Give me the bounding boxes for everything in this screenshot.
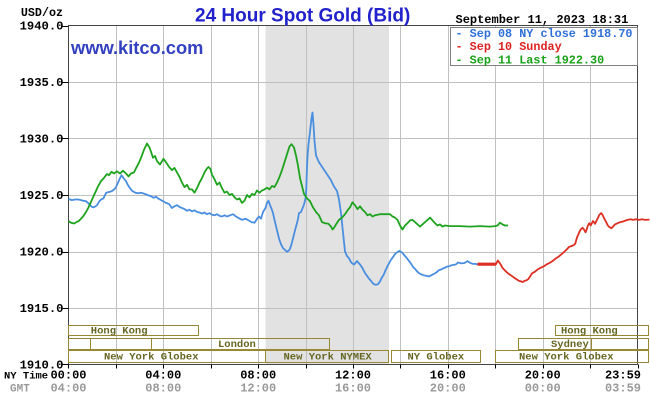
svg-text:USD/oz: USD/oz	[21, 6, 63, 20]
svg-text:Hong Kong: Hong Kong	[91, 326, 148, 338]
svg-text:08:00: 08:00	[240, 369, 276, 383]
svg-text:- Sep 11 Last 1922.30: - Sep 11 Last 1922.30	[456, 54, 605, 68]
svg-text:1920.0: 1920.0	[20, 246, 64, 260]
svg-text:24 Hour Spot Gold (Bid): 24 Hour Spot Gold (Bid)	[195, 6, 410, 27]
svg-text:New York NYMEX: New York NYMEX	[284, 352, 373, 364]
svg-text:Sydney: Sydney	[551, 339, 590, 351]
svg-text:New York Globex: New York Globex	[104, 352, 199, 364]
svg-text:New York Globex: New York Globex	[519, 352, 614, 364]
svg-text:20:00: 20:00	[525, 369, 561, 383]
svg-text:12:00: 12:00	[335, 369, 371, 383]
svg-text:16:00: 16:00	[430, 369, 466, 383]
svg-text:00:00: 00:00	[50, 369, 86, 383]
svg-text:1925.0: 1925.0	[20, 189, 64, 203]
svg-text:04:00: 04:00	[50, 382, 86, 396]
svg-text:04:00: 04:00	[145, 369, 181, 383]
svg-text:1940.0: 1940.0	[20, 20, 64, 34]
svg-text:NY Time: NY Time	[4, 371, 48, 383]
svg-text:03:59: 03:59	[605, 382, 641, 396]
svg-text:20:00: 20:00	[430, 382, 466, 396]
svg-text:08:00: 08:00	[145, 382, 181, 396]
svg-text:1930.0: 1930.0	[20, 133, 64, 147]
svg-text:- Sep 08 NY close 1918.70: - Sep 08 NY close 1918.70	[456, 27, 633, 41]
svg-text:12:00: 12:00	[240, 382, 276, 396]
svg-text:1910.0: 1910.0	[20, 359, 64, 373]
svg-text:16:00: 16:00	[335, 382, 371, 396]
svg-text:23:59: 23:59	[605, 369, 641, 383]
svg-text:GMT: GMT	[10, 384, 30, 396]
svg-text:London: London	[218, 339, 256, 351]
svg-text:00:00: 00:00	[525, 382, 561, 396]
svg-text:Hong Kong: Hong Kong	[561, 326, 618, 338]
svg-text:- Sep 10 Sunday: - Sep 10 Sunday	[456, 40, 562, 54]
svg-text:1935.0: 1935.0	[20, 76, 64, 90]
svg-text:September 11, 2023 18:31: September 11, 2023 18:31	[456, 13, 629, 27]
svg-text:NY Globex: NY Globex	[408, 352, 465, 364]
svg-text:www.kitco.com: www.kitco.com	[70, 37, 203, 58]
svg-text:1915.0: 1915.0	[20, 302, 64, 316]
